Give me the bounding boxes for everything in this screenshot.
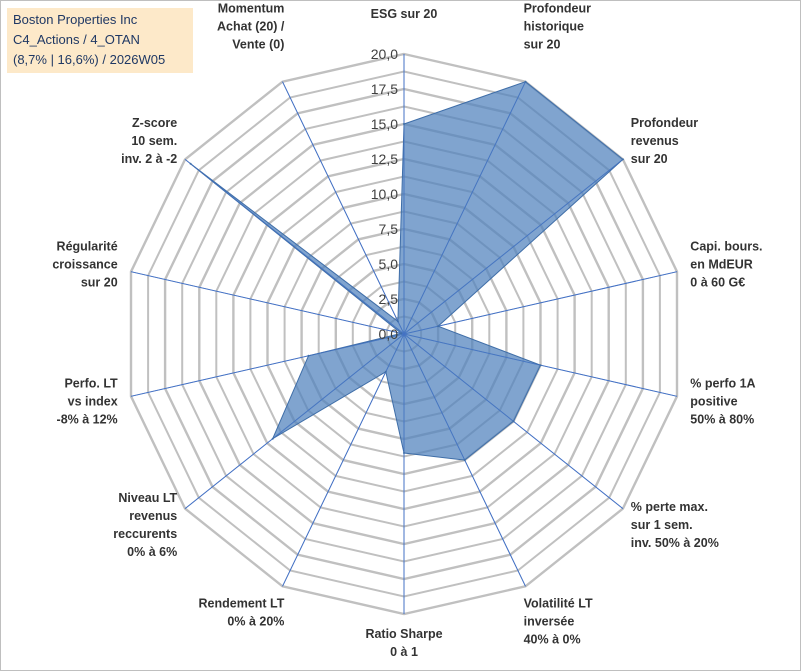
axis-spoke-overlay [403, 81, 526, 335]
axis-spoke-overlay [403, 159, 624, 335]
tick-label: 0,0 [379, 326, 399, 342]
axis-label: Profondeur historique sur 20 [524, 2, 591, 52]
data-point [189, 162, 192, 165]
axis-label: Ratio Sharpe 0 à 1 [365, 627, 442, 659]
data-point [400, 332, 403, 335]
axis-label: % perfo 1A positive 50% à 80% [690, 377, 755, 427]
axis-label: Régularité croissance sur 20 [52, 240, 117, 290]
tick-label: 10,0 [371, 186, 398, 202]
data-point [463, 459, 466, 462]
data-point [512, 420, 515, 423]
data-point [271, 437, 274, 440]
tick-label: 5,0 [379, 256, 399, 272]
axis-label: Rendement LT 0% à 20% [199, 597, 285, 629]
chart-title-box: Boston Properties Inc C4_Actions / 4_OTA… [7, 8, 193, 73]
data-point [384, 370, 387, 373]
axis-label: % perte max. sur 1 sem. inv. 50% à 20% [631, 500, 719, 550]
data-point [307, 354, 310, 357]
chart-title-line-2: C4_Actions / 4_OTAN [13, 32, 140, 47]
axis-spoke-overlay [184, 159, 405, 335]
tick-label: 2,5 [379, 291, 399, 307]
axis-spoke-overlay [282, 333, 405, 587]
axis-label: NoteESG sur 20 [371, 1, 438, 21]
axis-spoke-overlay [130, 333, 405, 397]
tick-label: 7,5 [379, 221, 399, 237]
data-point [621, 158, 624, 161]
axis-spoke-overlay [130, 271, 405, 335]
data-point [437, 325, 440, 328]
axis-label: Capi. bours. en MdEUR 0 à 60 G€ [690, 240, 762, 290]
data-series-area [190, 81, 624, 461]
axis-spoke-overlay [184, 333, 405, 509]
data-point [403, 452, 405, 454]
tick-label: 17,5 [371, 81, 398, 97]
axis-label: Perfo. LT vs index -8% à 12% [57, 377, 119, 427]
axis-label: Profondeur revenus sur 20 [631, 116, 698, 166]
data-point [539, 364, 542, 367]
axis-label: Volatilité LT inversée 40% à 0% [524, 597, 593, 647]
chart-title-line-1: Boston Properties Inc [13, 12, 138, 27]
data-point [403, 123, 405, 125]
data-point [396, 320, 399, 323]
axis-label: Z-score 10 sem. inv. 2 à -2 [121, 116, 177, 166]
chart-title-line-3: (8,7% | 16,6%) / 2026W05 [13, 52, 166, 67]
axis-label: Momentum Achat (20) / Vente (0) [217, 2, 285, 52]
tick-label: 20,0 [371, 46, 398, 62]
tick-label: 12,5 [371, 151, 398, 167]
tick-label: 15,0 [371, 116, 398, 132]
axis-label: Niveau LT revenus reccurents 0% à 6% [113, 491, 177, 559]
data-point [524, 80, 527, 83]
axis-spoke-overlay [403, 271, 678, 335]
axis-spoke-overlay [282, 81, 405, 335]
